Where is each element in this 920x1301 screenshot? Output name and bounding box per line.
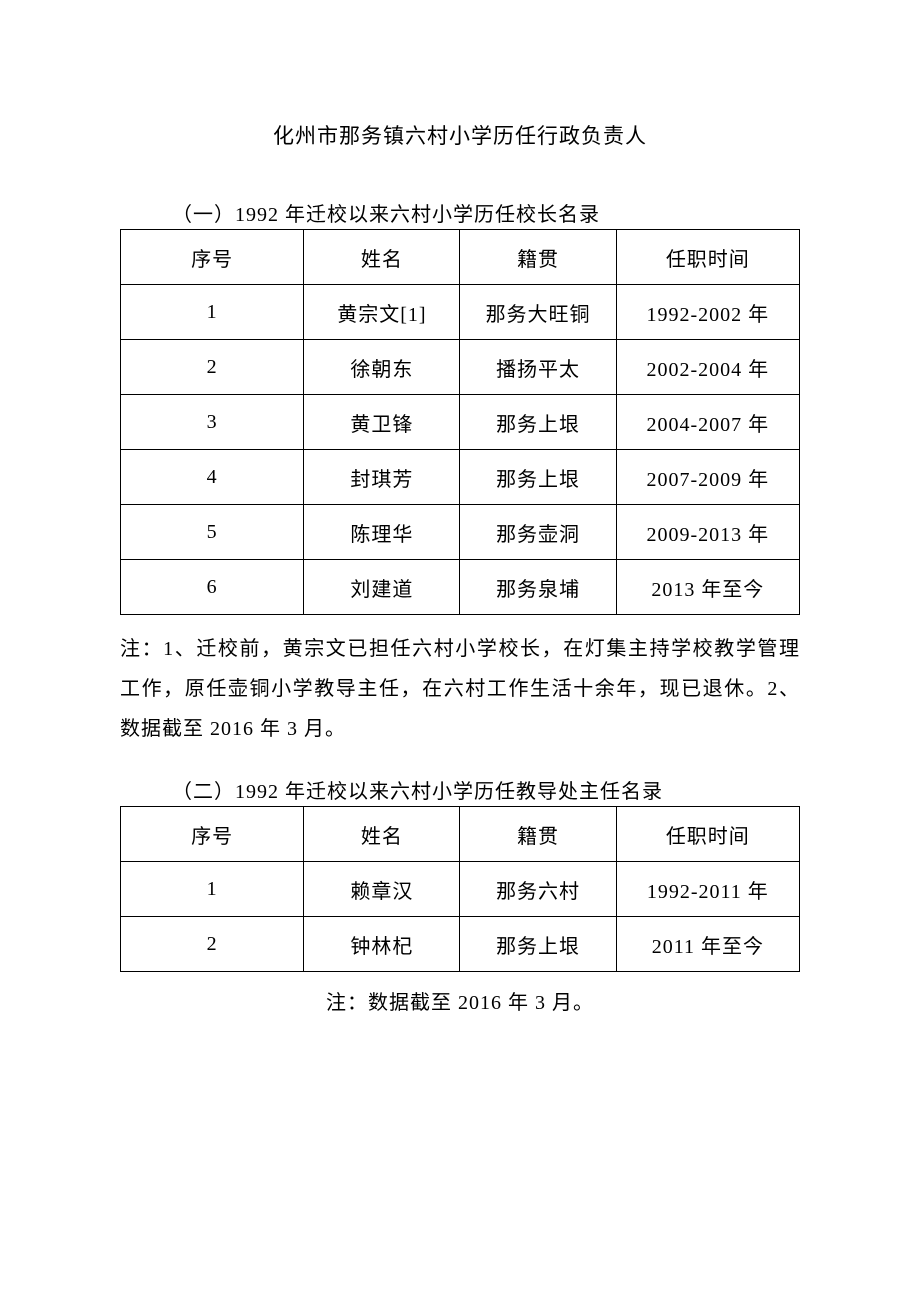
cell-tenure: 2013 年至今: [616, 560, 799, 615]
cell-name: 刘建道: [304, 560, 460, 615]
table-header-row: 序号 姓名 籍贯 任职时间: [121, 230, 800, 285]
cell-index: 6: [121, 560, 304, 615]
cell-tenure: 2002-2004 年: [616, 340, 799, 395]
table-row: 2 徐朝东 播扬平太 2002-2004 年: [121, 340, 800, 395]
table-row: 3 黄卫锋 那务上垠 2004-2007 年: [121, 395, 800, 450]
cell-origin: 播扬平太: [460, 340, 616, 395]
header-name: 姓名: [304, 230, 460, 285]
directors-table: 序号 姓名 籍贯 任职时间 1 赖章汉 那务六村 1992-2011 年 2 钟…: [120, 806, 800, 972]
cell-tenure: 2007-2009 年: [616, 450, 799, 505]
cell-tenure: 2009-2013 年: [616, 505, 799, 560]
cell-index: 2: [121, 340, 304, 395]
cell-name: 赖章汉: [304, 862, 460, 917]
cell-origin: 那务上垠: [460, 395, 616, 450]
header-origin: 籍贯: [460, 230, 616, 285]
table-row: 2 钟林杞 那务上垠 2011 年至今: [121, 917, 800, 972]
cell-tenure: 2004-2007 年: [616, 395, 799, 450]
cell-origin: 那务上垠: [460, 917, 616, 972]
cell-index: 1: [121, 285, 304, 340]
section2-title: （二）1992 年迁校以来六村小学历任教导处主任名录: [120, 775, 800, 804]
section1-title: （一）1992 年迁校以来六村小学历任校长名录: [120, 198, 800, 227]
cell-tenure: 1992-2011 年: [616, 862, 799, 917]
cell-origin: 那务大旺铜: [460, 285, 616, 340]
header-index: 序号: [121, 807, 304, 862]
table-row: 1 赖章汉 那务六村 1992-2011 年: [121, 862, 800, 917]
cell-name: 黄宗文[1]: [304, 285, 460, 340]
cell-origin: 那务泉埔: [460, 560, 616, 615]
header-index: 序号: [121, 230, 304, 285]
cell-tenure: 2011 年至今: [616, 917, 799, 972]
cell-origin: 那务壶洞: [460, 505, 616, 560]
header-name: 姓名: [304, 807, 460, 862]
cell-name: 徐朝东: [304, 340, 460, 395]
page-container: 化州市那务镇六村小学历任行政负责人 （一）1992 年迁校以来六村小学历任校长名…: [0, 0, 920, 1015]
table-row: 1 黄宗文[1] 那务大旺铜 1992-2002 年: [121, 285, 800, 340]
document-title: 化州市那务镇六村小学历任行政负责人: [120, 120, 800, 150]
table-header-row: 序号 姓名 籍贯 任职时间: [121, 807, 800, 862]
cell-index: 1: [121, 862, 304, 917]
cell-name: 黄卫锋: [304, 395, 460, 450]
cell-name: 封琪芳: [304, 450, 460, 505]
header-tenure: 任职时间: [616, 807, 799, 862]
table-row: 6 刘建道 那务泉埔 2013 年至今: [121, 560, 800, 615]
cell-index: 2: [121, 917, 304, 972]
cell-tenure: 1992-2002 年: [616, 285, 799, 340]
section2-note: 注：数据截至 2016 年 3 月。: [120, 986, 800, 1015]
cell-origin: 那务六村: [460, 862, 616, 917]
header-origin: 籍贯: [460, 807, 616, 862]
cell-index: 3: [121, 395, 304, 450]
cell-index: 5: [121, 505, 304, 560]
cell-name: 钟林杞: [304, 917, 460, 972]
table-row: 4 封琪芳 那务上垠 2007-2009 年: [121, 450, 800, 505]
principals-table: 序号 姓名 籍贯 任职时间 1 黄宗文[1] 那务大旺铜 1992-2002 年…: [120, 229, 800, 615]
table-row: 5 陈理华 那务壶洞 2009-2013 年: [121, 505, 800, 560]
cell-index: 4: [121, 450, 304, 505]
header-tenure: 任职时间: [616, 230, 799, 285]
cell-name: 陈理华: [304, 505, 460, 560]
cell-origin: 那务上垠: [460, 450, 616, 505]
section1-note: 注：1、迁校前，黄宗文已担任六村小学校长，在灯集主持学校教学管理工作，原任壶铜小…: [120, 629, 800, 749]
